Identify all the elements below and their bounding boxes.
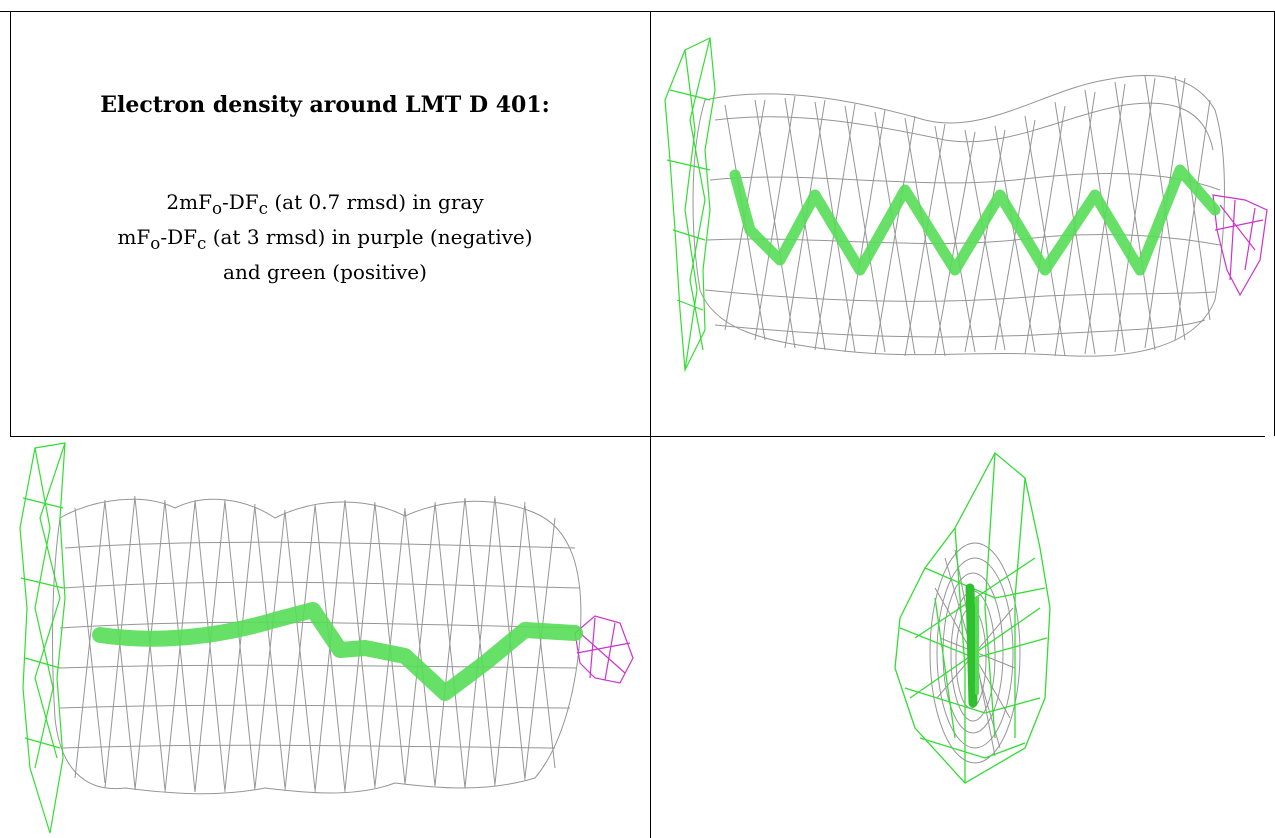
purple-negative-density <box>574 615 634 684</box>
table-border-middle <box>650 11 651 838</box>
purple-negative-density <box>1212 194 1268 297</box>
gray-density-mesh <box>692 75 1225 357</box>
table-border-top <box>0 11 1275 12</box>
caption-cell: Electron density around LMT D 401: 2mFo-… <box>20 92 630 287</box>
density-mesh-front-view-icon <box>19 442 634 834</box>
density-view-end <box>655 438 1273 838</box>
density-mesh-end-view-icon <box>894 451 1051 784</box>
caption-line-3: and green (positive) <box>223 260 427 284</box>
green-positive-density <box>19 442 66 834</box>
green-positive-density <box>664 37 716 373</box>
density-mesh-side-view-icon <box>664 37 1268 373</box>
caption-line-1: 2mFo-DFc (at 0.7 rmsd) in gray <box>166 190 484 218</box>
table-border-left <box>10 11 11 436</box>
ligand-stick <box>965 583 978 708</box>
caption-line-2: mFo-DFc (at 3 rmsd) in purple (negative) <box>117 225 533 253</box>
ligand-stick <box>92 602 583 701</box>
ligand-stick <box>729 164 1221 276</box>
table-divider <box>10 436 1265 437</box>
density-view-front <box>15 438 645 838</box>
caption-title: Electron density around LMT D 401: <box>100 92 550 118</box>
density-view-side <box>655 30 1273 375</box>
